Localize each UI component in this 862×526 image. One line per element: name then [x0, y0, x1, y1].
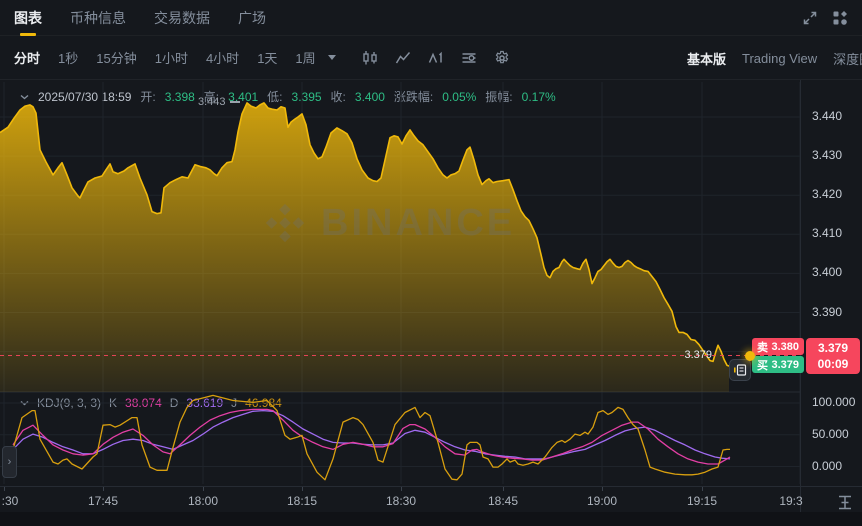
sell-price: 3.380: [771, 341, 799, 353]
sell-label: 卖: [757, 339, 768, 355]
kdj-tick-label: 50.000: [812, 427, 849, 441]
time-tick-mark: [203, 487, 204, 491]
time-tick-label: 19:3: [779, 494, 802, 508]
tab-square[interactable]: 广场: [238, 0, 266, 36]
mode-tradingview[interactable]: Trading View: [742, 51, 817, 66]
interval-4h[interactable]: 4小时: [206, 48, 239, 67]
axis-badge-price: 3.379: [806, 340, 860, 356]
side-panel-expander[interactable]: ›: [2, 446, 17, 478]
mode-basic[interactable]: 基本版: [687, 49, 726, 68]
layout-grid-icon[interactable]: [832, 10, 848, 26]
last-price-axis-badge: 3.379 00:09: [806, 338, 860, 374]
candlestick-chart-icon[interactable]: [362, 50, 378, 66]
interval-dropdown-icon[interactable]: [328, 55, 336, 60]
expand-icon[interactable]: [802, 10, 818, 26]
day-high-tick: [230, 101, 240, 103]
time-tick-mark: [302, 487, 303, 491]
time-tick-mark: [702, 487, 703, 491]
tab-chart[interactable]: 图表: [14, 0, 42, 36]
toolbar-icon-group: [362, 50, 510, 66]
price-tick-label: 3.400: [812, 265, 842, 279]
kdj-tick-label: 100.000: [812, 395, 855, 409]
price-tick-label: 3.420: [812, 187, 842, 201]
interval-1s[interactable]: 1秒: [58, 48, 78, 67]
time-tick-label: 17:45: [88, 494, 118, 508]
tab-trading-data[interactable]: 交易数据: [154, 0, 210, 36]
day-high-value: 3.443: [198, 96, 226, 108]
price-tick-label: 3.430: [812, 148, 842, 162]
time-tick-label: 18:45: [488, 494, 518, 508]
time-tick-mark: [503, 487, 504, 491]
tab-coin-info[interactable]: 币种信息: [70, 0, 126, 36]
indicator-icon[interactable]: [428, 50, 444, 66]
time-tick-label: 18:15: [287, 494, 317, 508]
bottom-strip: [0, 512, 862, 526]
time-tick-mark: [401, 487, 402, 491]
line-chart-icon[interactable]: [395, 50, 411, 66]
current-price-chart-label: 3.379: [660, 349, 712, 361]
gear-icon[interactable]: [494, 50, 510, 66]
order-panel-icon[interactable]: [729, 359, 751, 381]
price-tick-label: 3.390: [812, 305, 842, 319]
buy-price: 3.379: [771, 359, 799, 371]
price-tick-label: 3.410: [812, 226, 842, 240]
kdj-tick-label: 0.000: [812, 459, 842, 473]
interval-time-share[interactable]: 分时: [14, 48, 40, 67]
time-tick-label: :30: [2, 494, 19, 508]
time-tick-mark: [602, 487, 603, 491]
buy-label: 买: [757, 357, 768, 373]
price-axis[interactable]: 3.379 00:09 3.440 3.430 3.420 3.410 3.400 3.3…: [800, 80, 862, 486]
price-tick-label: 3.440: [812, 109, 842, 123]
interval-15m[interactable]: 15分钟: [96, 48, 136, 67]
binance-chart-page: 图表 币种信息 交易数据 广场 分时 1秒 15分钟 1小时: [0, 0, 862, 526]
time-tick-label: 18:30: [386, 494, 416, 508]
tabbar-icons: [802, 10, 848, 26]
chart-mode-switcher: 基本版 Trading View 深度图: [687, 36, 862, 80]
time-tick-mark: [4, 487, 5, 491]
interval-1w[interactable]: 1周: [295, 48, 315, 67]
time-tick-label: 19:15: [687, 494, 717, 508]
interval-1d[interactable]: 1天: [257, 48, 277, 67]
chart-toolbar: 分时 1秒 15分钟 1小时 4小时 1天 1周: [0, 36, 862, 80]
day-high-annotation: 3.443: [198, 96, 240, 108]
mode-depth[interactable]: 深度图: [833, 49, 862, 68]
price-chart-canvas[interactable]: [0, 80, 800, 486]
top-tab-bar: 图表 币种信息 交易数据 广场: [0, 0, 862, 36]
last-price-dot: [745, 351, 755, 361]
time-tick-label: 18:00: [188, 494, 218, 508]
chart-settings-icon[interactable]: [461, 50, 477, 66]
axis-badge-countdown: 00:09: [806, 356, 860, 372]
time-tick-mark: [103, 487, 104, 491]
interval-1h[interactable]: 1小时: [155, 48, 188, 67]
sell-price-badge: 卖 3.380: [752, 338, 804, 355]
buy-price-badge: 买 3.379: [752, 356, 804, 373]
time-tick-label: 19:00: [587, 494, 617, 508]
chart-region: 2025/07/30 18:59 开: 3.398 高: 3.401 低: 3.…: [0, 80, 862, 486]
